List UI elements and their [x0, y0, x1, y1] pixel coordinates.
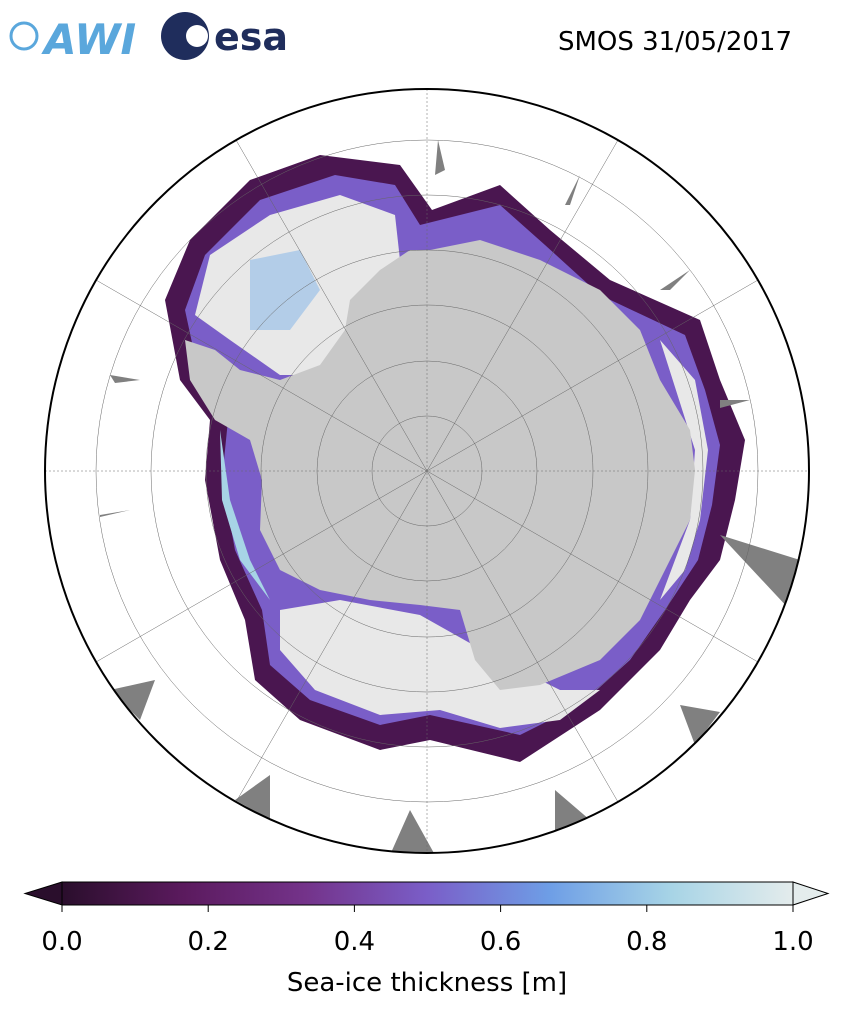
esa-logo-text: esa [214, 15, 288, 59]
title: SMOS 31/05/2017 [558, 27, 792, 57]
colorbar-extend-high [792, 881, 830, 906]
colorbar-label: Sea-ice thickness [m] [287, 968, 567, 998]
awi-logo-text: AWI [41, 15, 136, 64]
esa-logo: esa [161, 12, 288, 60]
graticule [45, 89, 809, 853]
colorbar-extend-low [23, 881, 63, 906]
colorbar-tick-label: 0.8 [626, 927, 667, 957]
colorbar-bar [61, 881, 794, 906]
colorbar: Sea-ice thickness [m] 0.0 0.2 0.4 0.6 0.8 1.0 [23, 881, 830, 998]
awi-logo: AWI [9, 15, 136, 64]
colorbar-tick-label: 0.2 [188, 927, 229, 957]
colorbar-tick-label: 0.0 [41, 927, 82, 957]
colorbar-tick-label: 0.6 [480, 927, 521, 957]
colorbar-tick-label: 0.4 [334, 927, 375, 957]
colorbar-tick-label: 1.0 [772, 927, 813, 957]
map-boundary [44, 88, 810, 854]
map [45, 89, 809, 853]
